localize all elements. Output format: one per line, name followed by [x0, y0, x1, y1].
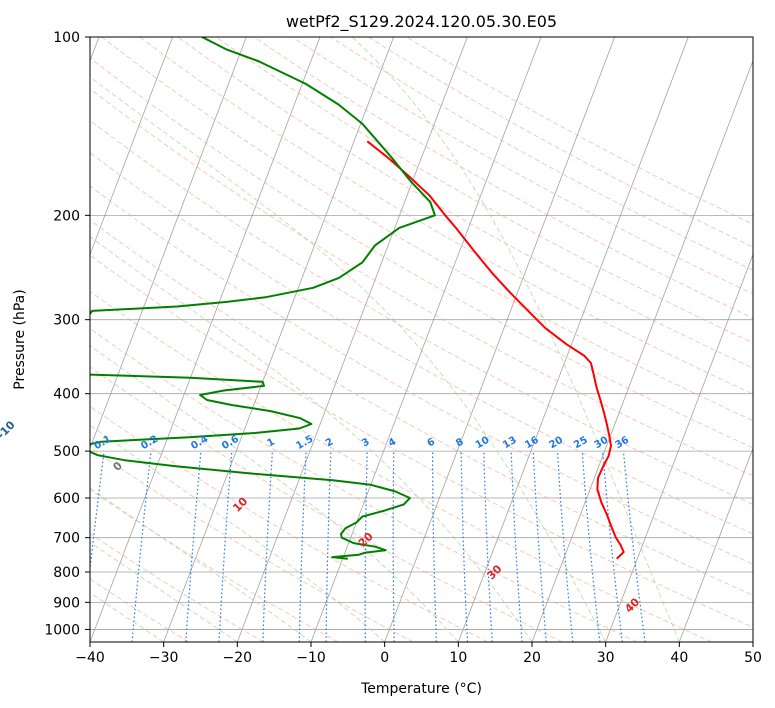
- dry-adiabat-line: [90, 327, 638, 642]
- dry-adiabat-line: [90, 254, 753, 628]
- isotherm-line: [752, 640, 753, 642]
- isotherm-line: [457, 37, 689, 642]
- dewpoint-profile: [90, 37, 436, 560]
- dry-adiabat-line: [90, 446, 414, 642]
- y-tick-label: 800: [53, 565, 80, 581]
- dry-adiabat-line: [90, 532, 264, 642]
- y-tick-label: 100: [53, 30, 80, 46]
- dry-adiabat-label: -10: [0, 418, 18, 441]
- x-tick-label: 20: [523, 650, 541, 666]
- dry-adiabat-line: [90, 119, 753, 506]
- dry-adiabat-line: [90, 152, 753, 535]
- y-tick-label: 900: [53, 595, 80, 611]
- dry-adiabat-line: [215, 37, 753, 344]
- y-tick-label: 300: [53, 313, 80, 329]
- mixing-ratio-line: [602, 451, 623, 642]
- y-tick-label: 700: [53, 531, 80, 547]
- y-tick-label: 600: [53, 491, 80, 507]
- dry-adiabat-line: [90, 290, 712, 642]
- x-tick-label: −10: [296, 650, 326, 666]
- dry-adiabat-line: [90, 405, 488, 642]
- background-lines: [90, 37, 753, 642]
- isotherm-line: [236, 37, 468, 642]
- y-tick-label: 1000: [44, 622, 80, 638]
- mixing-ratio-line: [185, 451, 202, 642]
- x-tick-label: −20: [223, 650, 253, 666]
- isotherm-line: [90, 37, 321, 642]
- mixing-ratio-line: [581, 451, 601, 642]
- mixing-ratio-label: 3: [360, 436, 372, 449]
- temperature-profile: [366, 140, 625, 560]
- x-axis-label: Temperature (°C): [360, 681, 482, 697]
- dry-adiabat-line: [90, 219, 753, 596]
- isotherm-line: [90, 37, 247, 450]
- profile-series: [90, 37, 625, 560]
- moist-adiabat-line: [351, 37, 680, 642]
- axes: −40 −30 −20 −10 0 10 20 30 40 50 100 200 300 400 500 60…: [44, 30, 762, 666]
- mixing-ratio-line: [556, 451, 574, 642]
- plot-background: [90, 37, 753, 642]
- x-tick-label: 0: [380, 650, 389, 666]
- y-axis-label: Pressure (hPa): [12, 289, 28, 389]
- y-tick-label: 500: [53, 444, 80, 460]
- x-tick-label: 10: [449, 650, 467, 666]
- isotherm-line: [605, 253, 753, 642]
- mixing-ratio-label: 8: [454, 436, 466, 449]
- x-tick-label: −40: [75, 650, 105, 666]
- plot-frame: [89, 36, 754, 643]
- x-tick-label: −30: [149, 650, 179, 666]
- moist-adiabat-line: [90, 236, 533, 642]
- dry-adiabat-line: [253, 37, 753, 319]
- mixing-ratio-line: [622, 451, 646, 642]
- moist-adiabat-line: [90, 591, 164, 642]
- mixing-ratio-label: 6: [426, 436, 438, 449]
- x-tick-label: 40: [670, 650, 688, 666]
- isotherm-line: [163, 37, 395, 642]
- y-tick-label: 400: [53, 387, 80, 403]
- isotherm-line: [531, 59, 753, 642]
- mixing-ratio-label: 1: [265, 436, 277, 449]
- mixing-ratio-line: [131, 451, 152, 642]
- isotherm-line: [384, 37, 616, 642]
- dry-adiabat-line: [90, 185, 753, 565]
- mixing-ratio-line: [90, 451, 105, 574]
- mixing-ratio-label: 2: [324, 436, 336, 449]
- moist-adiabat-line: [90, 345, 459, 642]
- x-tick-label: 50: [744, 650, 762, 666]
- moist-adiabat-line: [90, 76, 607, 642]
- chart-title: wetPf2_S129.2024.120.05.30.E05: [286, 12, 557, 32]
- dry-adiabat-line: [90, 88, 753, 477]
- isotherm-line: [678, 447, 753, 642]
- moist-adiabat-line: [90, 424, 386, 642]
- moist-adiabat-line: [90, 541, 238, 642]
- dry-adiabat-line: [90, 489, 339, 642]
- isotherm-line: [90, 37, 174, 256]
- x-tick-label: 30: [597, 650, 615, 666]
- dry-adiabat-line: [177, 37, 753, 369]
- mixing-ratio-label: 4: [387, 436, 399, 449]
- dry-adiabat-line: [139, 37, 753, 395]
- plot-area: [90, 37, 753, 642]
- y-tick-label: 200: [53, 208, 80, 224]
